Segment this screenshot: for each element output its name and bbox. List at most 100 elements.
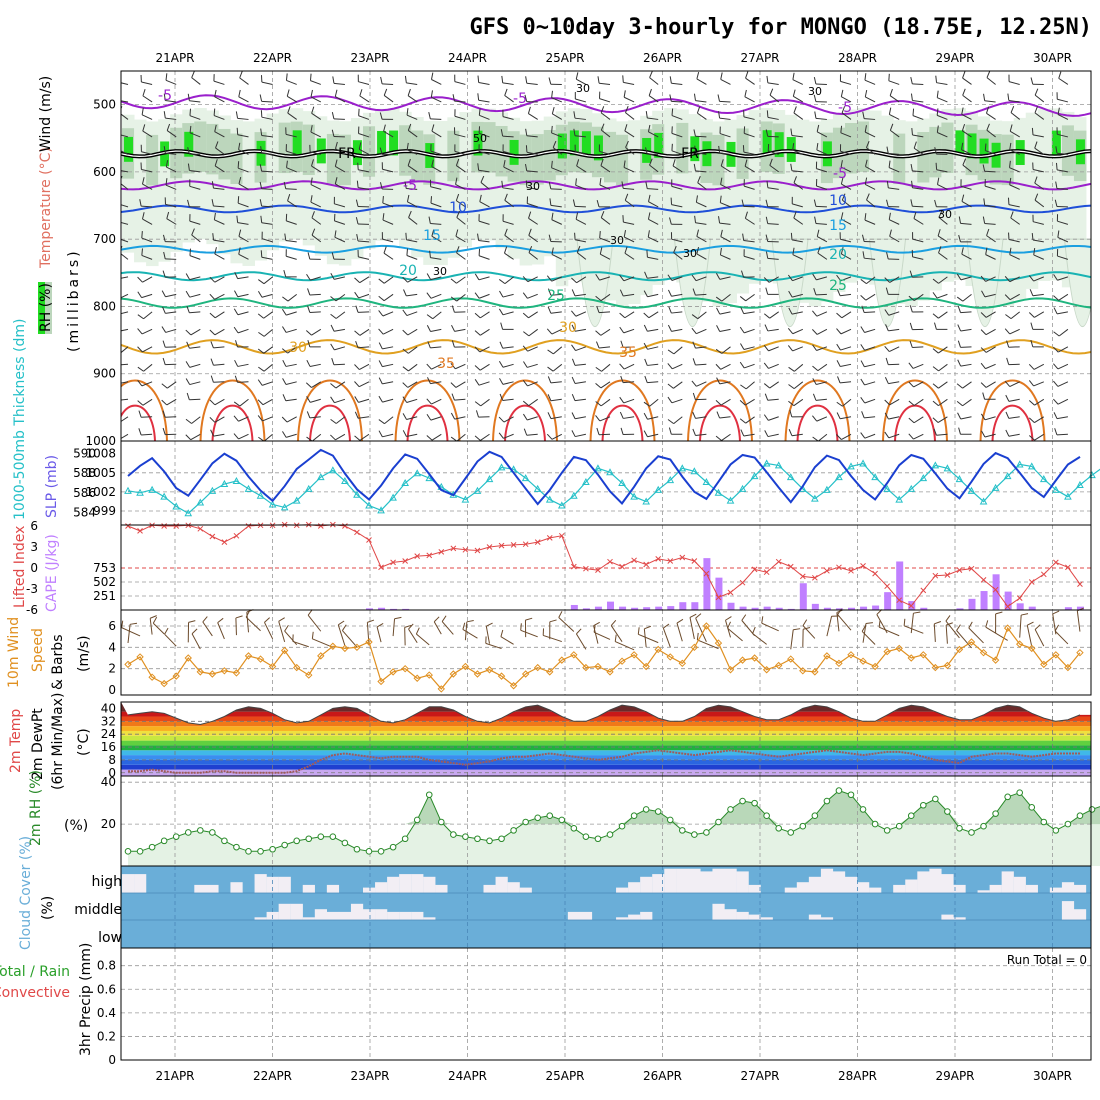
- wind-barb-icon: [1010, 217, 1020, 225]
- wind-barb-icon: [263, 311, 273, 319]
- thickness-point: [316, 473, 325, 481]
- thickness-point: [148, 485, 156, 493]
- wind-barb-icon: [259, 164, 263, 172]
- rh-2m-grid: [121, 776, 1091, 866]
- wind-barb-icon: [792, 72, 795, 80]
- wind-barb-icon: [264, 617, 270, 623]
- rh-cell: [473, 130, 483, 156]
- isotherm-label: 10: [829, 193, 847, 209]
- wind-barb-icon: [406, 433, 418, 438]
- wind-barb-icon: [575, 178, 577, 186]
- wind-barb-icon: [286, 311, 297, 316]
- wind-barb-icon: [649, 158, 653, 166]
- wind-barb-icon: [886, 180, 889, 188]
- wind-barb-icon: [407, 88, 411, 96]
- wind-barb-icon: [1009, 149, 1020, 155]
- rh-point: [546, 812, 554, 820]
- cloud-block: [1001, 871, 1014, 893]
- wind-barb-icon: [623, 293, 635, 297]
- wind-barb-icon: [503, 166, 514, 173]
- wind-barb-icon: [504, 228, 508, 236]
- rh-plume: [673, 238, 712, 328]
- wind-barb-icon: [865, 184, 876, 190]
- cloud-block: [845, 876, 858, 893]
- wind-barb-icon: [574, 416, 586, 420]
- thickness-point: [184, 509, 193, 517]
- wind-barb-icon: [310, 96, 322, 103]
- wind-barb-icon: [558, 617, 575, 632]
- wind-barb-icon: [141, 254, 153, 260]
- wind-barb-icon: [938, 363, 948, 372]
- cloud-block: [483, 884, 496, 893]
- wind-barb-icon: [860, 432, 866, 439]
- wind-barb-icon: [528, 398, 538, 407]
- wind-barb-icon: [623, 381, 635, 384]
- wind-barb-icon: [1054, 630, 1069, 645]
- wind-barb-icon: [402, 382, 409, 388]
- cloud-block: [1073, 884, 1087, 893]
- wind-barb-icon: [431, 229, 435, 237]
- wind-barb-icon: [141, 237, 153, 243]
- wind-barb-icon: [909, 322, 913, 330]
- wind-barb-icon: [359, 363, 370, 370]
- temperature-band: [121, 755, 1091, 760]
- wind-barb-icon: [382, 363, 394, 368]
- cape-bar: [679, 602, 687, 610]
- wind-barb-icon: [402, 366, 409, 372]
- wind-barb-icon: [968, 627, 984, 644]
- wind-barb-icon: [721, 433, 731, 441]
- wind-barb-icon: [261, 170, 273, 173]
- isotherm-loop: [309, 404, 351, 441]
- rh-point: [582, 833, 590, 840]
- wind-barb-icon: [962, 71, 966, 79]
- wind-barb-icon: [957, 324, 962, 332]
- wind-barb-icon: [121, 620, 124, 628]
- wind-barb-icon: [502, 220, 514, 225]
- wind-barb-icon: [646, 250, 648, 258]
- rh-plume: [1063, 238, 1091, 328]
- wind-barb-icon: [478, 255, 490, 260]
- rh-point: [293, 837, 301, 845]
- wind-barb-icon: [1056, 311, 1068, 315]
- wind-barb-icon: [595, 341, 600, 349]
- wind-barb-icon: [573, 128, 576, 136]
- lifted-index-point: [1065, 564, 1071, 571]
- wind-barb-icon: [624, 199, 635, 208]
- wind-barb-icon: [238, 247, 241, 255]
- wind-barb-icon: [663, 623, 670, 629]
- wind-barb-icon: [478, 99, 490, 103]
- rh-point: [775, 824, 783, 832]
- wind-speed-point: [919, 651, 928, 659]
- wind-barb-icon: [189, 185, 201, 190]
- wind-barb-icon: [309, 416, 321, 419]
- wind-speed-point: [690, 643, 699, 652]
- rh-point: [606, 831, 614, 838]
- wind-barb-icon: [1008, 204, 1020, 208]
- wind-barb-icon: [886, 146, 889, 154]
- isotherm-loop: [784, 379, 851, 441]
- wind-barb-icon: [430, 328, 442, 333]
- rh-point: [474, 835, 481, 843]
- wind-barb-icon: [912, 170, 924, 173]
- wind-barb-icon: [233, 415, 239, 422]
- cloud-block: [350, 903, 364, 920]
- wind-barb-icon: [792, 247, 795, 255]
- wind-barb-icon: [864, 79, 876, 85]
- wind-barb-icon: [263, 363, 273, 372]
- wind-barb-icon: [1008, 99, 1020, 103]
- wind-barb-icon: [547, 394, 552, 401]
- wind-barb-icon: [691, 314, 699, 320]
- wind-barb-icon: [599, 276, 611, 281]
- rh-label: 30: [433, 265, 447, 278]
- wind-barb-icon: [985, 311, 996, 318]
- wind-barb-icon: [430, 118, 442, 120]
- wind-barb-icon: [236, 215, 239, 223]
- thickness-point: [762, 459, 771, 467]
- wind-speed-point: [136, 653, 144, 661]
- wind-barb-icon: [121, 253, 129, 260]
- wind-barb-icon: [836, 312, 843, 319]
- cloud-block: [784, 887, 797, 893]
- wind-barb-icon: [236, 127, 239, 135]
- rh-point: [269, 845, 276, 853]
- isotherm-loop: [687, 379, 753, 441]
